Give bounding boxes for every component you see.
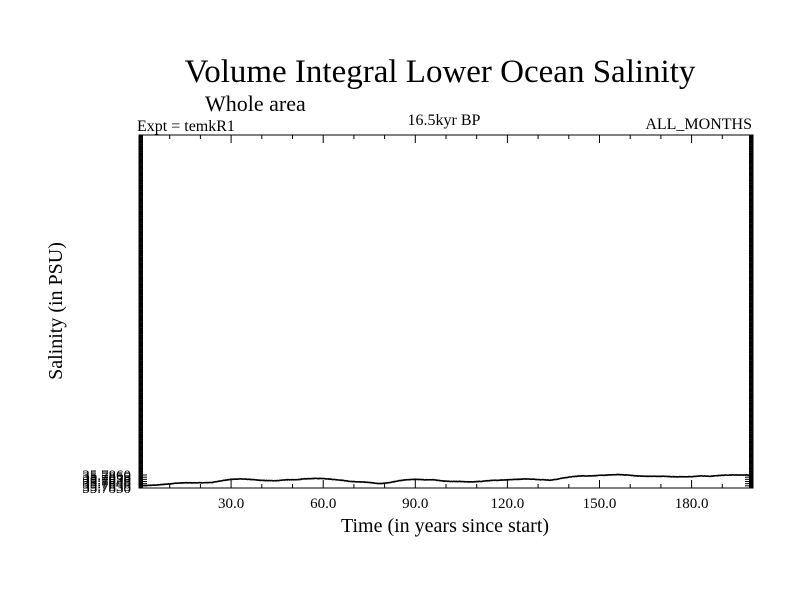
x-axis-ticks: 30.0 60.0 90.0 120.0 150.0 180.0 <box>169 135 723 512</box>
y-tick-label: 35.7830 <box>82 481 131 497</box>
x-tick-label: 60.0 <box>310 496 336 512</box>
months-label: ALL_MONTHS <box>645 116 752 133</box>
x-tick-label: 90.0 <box>402 496 428 512</box>
y-tick-label: 35.7840 <box>82 477 131 493</box>
x-tick-label: 30.0 <box>218 496 244 512</box>
plot-area: 30.0 60.0 90.0 120.0 150.0 180.0 35.783035.78… <box>82 134 754 512</box>
y-axis-label: Salinity (in PSU) <box>45 242 67 380</box>
x-tick-label: 120.0 <box>491 496 525 512</box>
x-tick-label: 180.0 <box>675 496 709 512</box>
series-line-salinity <box>138 473 754 487</box>
x-axis-label: Time (in years since start) <box>341 515 549 537</box>
y-tick-label: 35.7845 <box>82 475 131 491</box>
x-tick-label: 150.0 <box>583 496 617 512</box>
chart-subtitle: Whole area <box>205 91 306 116</box>
period-label: 16.5kyr BP <box>408 112 481 129</box>
series-layer <box>138 473 754 487</box>
experiment-label: Expt = temkR1 <box>137 118 235 135</box>
plot-frame <box>138 134 754 489</box>
y-tick-label: 35.7855 <box>82 470 131 486</box>
y-tick-label: 35.7860 <box>82 468 131 484</box>
chart-title: Volume Integral Lower Ocean Salinity <box>185 54 696 90</box>
y-tick-label: 35.7835 <box>82 479 131 495</box>
y-tick-label: 35.7850 <box>82 472 131 488</box>
y-axis-ticks: 35.783035.783535.784035.784535.785035.78… <box>82 134 753 497</box>
